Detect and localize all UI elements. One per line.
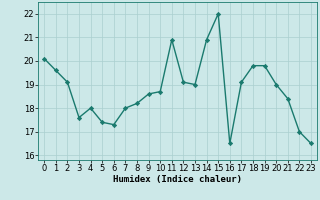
X-axis label: Humidex (Indice chaleur): Humidex (Indice chaleur)	[113, 175, 242, 184]
